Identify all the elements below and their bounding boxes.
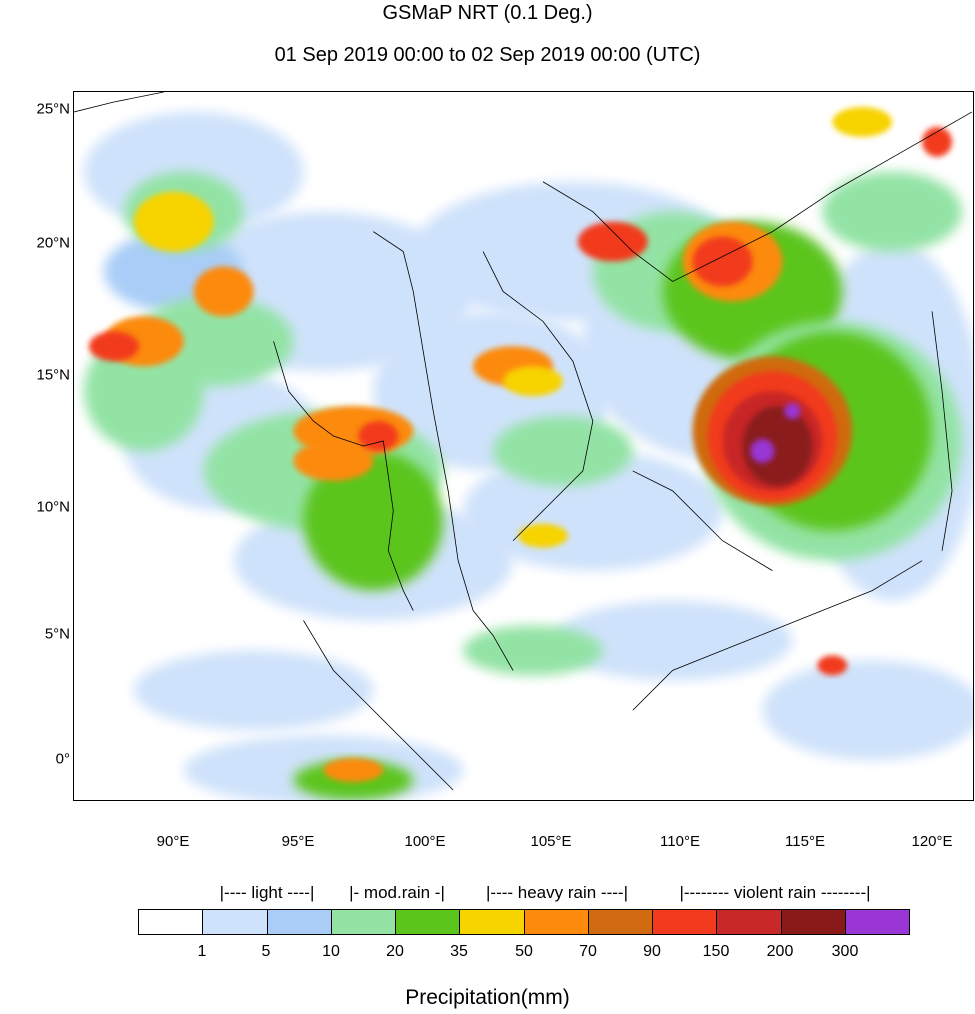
legend-cat-light: |---- light ----| — [219, 883, 315, 902]
rain-cell — [83, 331, 204, 451]
rain-cell — [577, 221, 648, 262]
rain-cell — [503, 366, 563, 397]
legend-swatch — [396, 910, 461, 934]
legend-swatch — [139, 910, 204, 934]
rain-cell — [762, 660, 973, 761]
legend-label: 1 — [197, 943, 207, 960]
rain-cell — [303, 450, 444, 591]
legend-label: 200 — [766, 943, 794, 960]
coastline — [542, 111, 973, 282]
rain-cell — [518, 523, 568, 548]
lat-tick-25n: 25°N — [36, 100, 70, 118]
map-canvas — [74, 92, 973, 800]
legend-swatch — [845, 910, 909, 934]
legend-label: 300 — [831, 943, 859, 960]
legend-swatch — [588, 910, 653, 934]
rain-cell — [832, 106, 893, 137]
coastline — [632, 560, 923, 711]
legend-cat-violent: |-------- violent rain --------| — [679, 883, 871, 902]
lat-tick-0: 0° — [55, 750, 70, 768]
rain-cell — [493, 416, 633, 486]
rainfall-field — [83, 106, 973, 800]
legend-label: 35 — [450, 943, 468, 960]
lat-tick-20n: 20°N — [36, 234, 70, 252]
legend-label: 50 — [515, 943, 533, 960]
legend-cat-moderate: |- mod.rain -| — [349, 883, 445, 902]
map-title: GSMaP NRT (0.1 Deg.) — [382, 2, 593, 24]
legend-label: 90 — [643, 943, 661, 960]
legend-swatch — [717, 910, 782, 934]
rain-cell — [358, 421, 399, 451]
lon-tick-110e: 110°E — [660, 833, 700, 850]
rain-cell — [293, 441, 374, 481]
coastline — [931, 311, 953, 551]
coastlines — [74, 92, 973, 791]
legend-label: 10 — [322, 943, 340, 960]
precipitation-map — [73, 91, 974, 801]
lat-tick-10n: 10°N — [36, 498, 70, 516]
legend-swatch — [203, 910, 268, 934]
legend-cat-heavy: |---- heavy rain ----| — [485, 883, 629, 902]
rain-cell — [817, 655, 848, 676]
map-subtitle: 01 Sep 2019 00:00 to 02 Sep 2019 00:00 (… — [274, 44, 701, 66]
legend-categories: |---- light ----| |- mod.rain -| |---- h… — [137, 883, 909, 905]
rain-cell — [922, 126, 953, 157]
coastline — [273, 341, 414, 611]
rain-cell — [552, 600, 793, 681]
lon-tick-100e: 100°E — [404, 833, 446, 850]
legend-swatch — [653, 910, 718, 934]
rain-cell — [88, 331, 139, 362]
rain-cell — [193, 266, 254, 317]
rain-cell — [133, 650, 374, 731]
rain-cell — [822, 171, 963, 252]
coastline — [632, 470, 773, 571]
legend-label: 5 — [261, 943, 271, 960]
legend-label: 150 — [702, 943, 730, 960]
color-legend-bar — [138, 909, 910, 935]
coastline — [303, 620, 454, 791]
rain-cell — [692, 236, 753, 287]
lon-tick-120e: 120°E — [911, 833, 953, 850]
rain-cell — [750, 439, 775, 463]
legend-label: 20 — [386, 943, 404, 960]
legend-swatch — [331, 910, 396, 934]
rain-cell — [784, 403, 801, 420]
legend-swatch — [781, 910, 846, 934]
rain-cell — [323, 758, 384, 783]
coastline — [482, 251, 594, 542]
legend-label: 70 — [579, 943, 597, 960]
lon-tick-95e: 95°E — [281, 833, 315, 850]
lat-tick-15n: 15°N — [36, 366, 70, 384]
rain-cell — [133, 191, 214, 252]
coastline — [74, 92, 164, 113]
coastline — [373, 231, 514, 671]
legend-swatch — [267, 910, 332, 934]
lon-tick-105e: 105°E — [530, 833, 572, 850]
lat-tick-5n: 5°N — [44, 625, 70, 643]
rain-cell — [463, 625, 603, 676]
lon-tick-90e: 90°E — [156, 833, 190, 850]
lon-tick-115e: 115°E — [785, 833, 825, 850]
rain-cell — [742, 406, 813, 486]
legend-swatch — [524, 910, 589, 934]
legend-swatch — [460, 910, 525, 934]
unit-label: Precipitation(mm) — [405, 986, 570, 1009]
